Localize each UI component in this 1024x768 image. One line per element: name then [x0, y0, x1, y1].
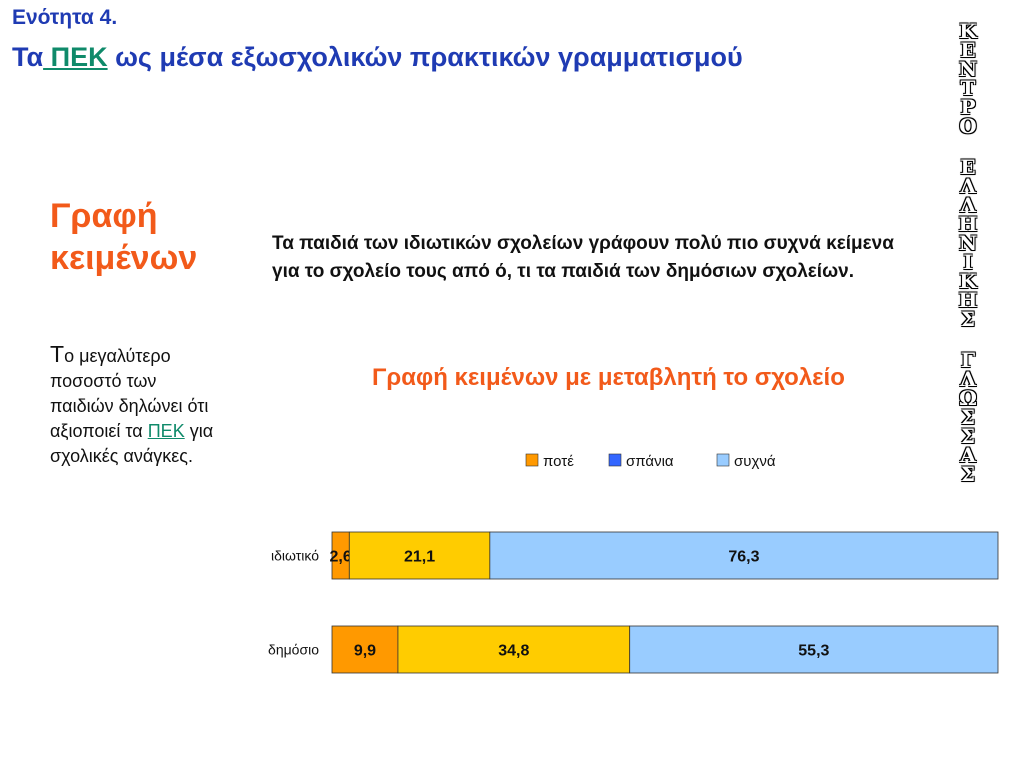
stamp-letter: Κ — [959, 19, 977, 43]
stamp-letter: Γ — [960, 348, 976, 372]
stamp-letter: Σ — [960, 405, 976, 429]
bar-segment — [629, 625, 999, 674]
title-prefix: Τα — [12, 42, 44, 72]
section-heading: Γραφή κειμένων — [50, 195, 250, 279]
stamp-letter: Ν — [958, 231, 978, 255]
stamp-letter: Ι — [963, 250, 973, 274]
stamp-letter: Ν — [958, 57, 978, 81]
data-label: 2,6 — [330, 549, 352, 566]
side-note: Το μεγαλύτερο ποσοστό των παιδιών δηλώνε… — [50, 342, 225, 469]
stamp-letter: Ω — [959, 386, 977, 410]
stamp-letter: Σ — [960, 307, 976, 331]
stamp-letter: Κ — [959, 269, 977, 293]
data-label: 34,8 — [498, 643, 529, 660]
stamp-letter: Τ — [960, 76, 976, 100]
stamp-letter: Λ — [960, 193, 976, 217]
category-label: δημόσιο — [268, 642, 319, 658]
stamp-letter: Λ — [960, 367, 976, 391]
title-suffix: ως μέσα εξωσχολικών πρακτικών γραμματισμ… — [107, 42, 743, 72]
bar-segment — [397, 625, 631, 674]
category-label: ιδιωτικό — [271, 548, 319, 564]
legend-label: ποτέ — [543, 453, 574, 470]
bar-segment — [348, 531, 491, 580]
chart-title: Γραφή κειμένων με μεταβλητή το σχολείο — [372, 364, 845, 391]
legend-swatch — [525, 453, 539, 467]
bar-segment — [489, 531, 999, 580]
data-label: 9,9 — [354, 643, 376, 660]
legend-label: σπάνια — [626, 453, 674, 470]
stamp-letter: Η — [958, 212, 978, 236]
pek-link[interactable]: ΠΕΚ — [43, 42, 108, 72]
side-note-text-1: ο μεγαλύτερο ποσοστό των παιδιών δηλώνει… — [50, 346, 209, 441]
stamp-letter: Ε — [960, 155, 976, 179]
page-title: Τα ΠΕΚ ως μέσα εξωσχολικών πρακτικών γρα… — [12, 42, 743, 73]
bar-segment — [331, 625, 399, 674]
legend-label: συχνά — [734, 453, 776, 470]
stamp-letter: Η — [958, 288, 978, 312]
stamp-letter: Ο — [959, 114, 977, 138]
data-label: 76,3 — [728, 549, 759, 566]
side-note-first-letter: Τ — [50, 341, 65, 367]
stamp-letter: Σ — [960, 424, 976, 448]
stamp-letter: Σ — [960, 462, 976, 486]
side-note-pek-link[interactable]: ΠΕΚ — [147, 421, 185, 441]
stamp-letter: Ρ — [960, 95, 976, 119]
legend-swatch — [716, 453, 730, 467]
stamp-letter: Α — [960, 443, 976, 467]
side-note-text-2: για σχολικές ανάγκες. — [50, 421, 214, 466]
data-label: 21,1 — [404, 549, 435, 566]
data-label: 55,3 — [798, 643, 829, 660]
stamp-letter: Ε — [960, 38, 976, 62]
stamp-letter: Λ — [960, 174, 976, 198]
section-heading-line1: Γραφή — [50, 197, 158, 235]
unit-label: Ενότητα 4. — [12, 6, 118, 29]
section-heading-line2: κειμένων — [50, 239, 198, 277]
intro-paragraph: Τα παιδιά των ιδιωτικών σχολείων γράφουν… — [272, 233, 894, 282]
legend-swatch — [608, 453, 622, 467]
